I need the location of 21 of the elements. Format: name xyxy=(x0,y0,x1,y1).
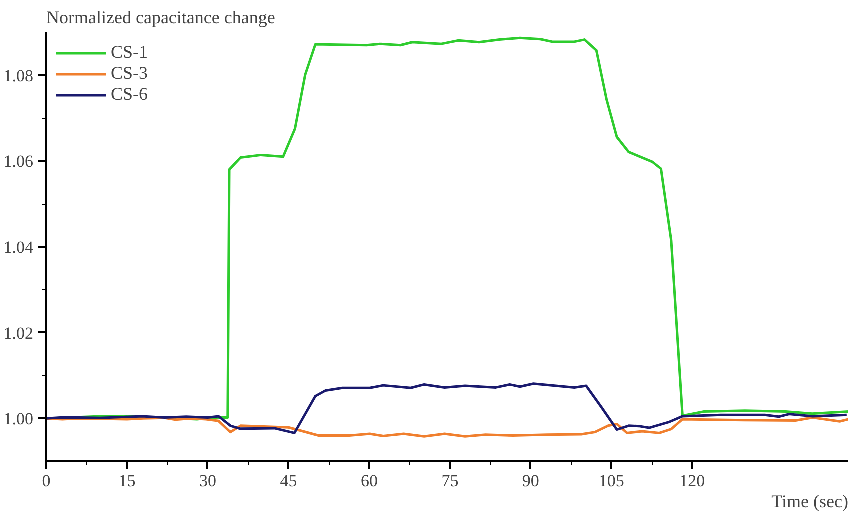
x-tick-label: 0 xyxy=(42,472,51,490)
y-tick-label: 1.02 xyxy=(4,324,34,343)
y-tick-label: 1.06 xyxy=(4,152,34,172)
y-tick-label: 1.04 xyxy=(4,238,34,257)
y-tick-label: 1.00 xyxy=(4,410,34,429)
legend-label: CS-3 xyxy=(111,63,148,84)
legend-label: CS-6 xyxy=(111,84,148,105)
x-tick-label: 90 xyxy=(522,472,540,490)
x-tick-label: 15 xyxy=(118,472,136,490)
x-tick-label: 75 xyxy=(442,472,459,490)
x-tick-label: 105 xyxy=(598,472,624,490)
y-tick-label: 1.08 xyxy=(4,66,34,86)
line-series xyxy=(46,382,848,434)
x-tick-label: 30 xyxy=(199,472,216,490)
x-axis-title: Time (sec) xyxy=(772,492,849,511)
legend-label: CS-1 xyxy=(111,42,148,63)
y-axis-title: Normalized capacitance change xyxy=(46,8,276,28)
x-tick-label: 60 xyxy=(360,472,378,490)
line-series xyxy=(46,416,848,438)
x-tick-label: 45 xyxy=(280,472,298,490)
x-tick-label: 120 xyxy=(680,472,706,490)
